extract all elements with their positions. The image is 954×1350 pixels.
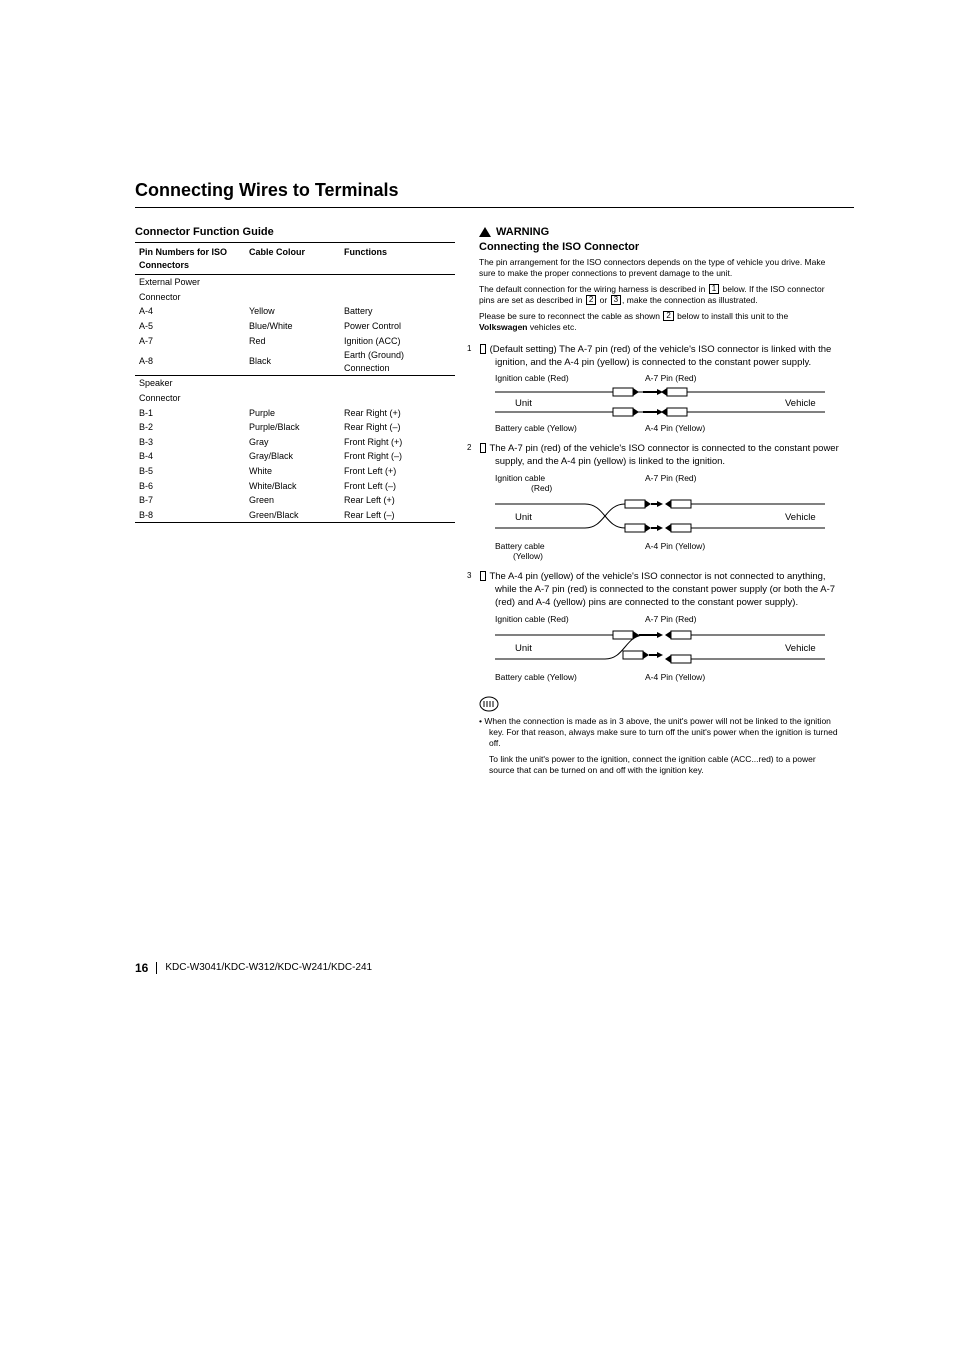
footer-separator-icon bbox=[156, 962, 157, 974]
table-row: B-8Green/BlackRear Left (–) bbox=[135, 508, 455, 523]
table-row: B-1PurpleRear Right (+) bbox=[135, 406, 455, 421]
two-column-layout: Connector Function Guide Pin Numbers for… bbox=[135, 226, 854, 781]
boxnum-2-icon: 2 bbox=[663, 311, 673, 321]
boxnum-3-icon: 3 bbox=[480, 571, 486, 581]
svg-vehicle-label: Vehicle bbox=[785, 398, 816, 409]
group1-t1: External Power bbox=[135, 275, 245, 290]
page-number: 16 bbox=[135, 961, 148, 975]
label-yellow: (Yellow) bbox=[495, 551, 543, 561]
warning-heading: Connecting the ISO Connector bbox=[479, 241, 839, 253]
footer-models: KDC-W3041/KDC-W312/KDC-W241/KDC-241 bbox=[165, 962, 372, 973]
wiring-svg-cross-icon: Unit Vehicle bbox=[495, 494, 825, 538]
wiring-svg-merge-icon: Unit Vehicle bbox=[495, 625, 825, 669]
label-ignition-red: Ignition cable (Red) bbox=[495, 614, 645, 624]
svg-unit-label: Unit bbox=[515, 398, 532, 409]
label-red: (Red) bbox=[495, 483, 552, 493]
group-title-row: External Power bbox=[135, 275, 455, 290]
label-battery: Battery cable (Yellow) bbox=[495, 423, 645, 433]
wiring-svg-straight-icon: Unit Vehicle bbox=[495, 384, 825, 420]
table-row: B-7GreenRear Left (+) bbox=[135, 493, 455, 508]
svg-unit-label: Unit bbox=[515, 512, 532, 523]
table-row: B-2Purple/BlackRear Right (–) bbox=[135, 420, 455, 435]
label-battery-short: Battery cable bbox=[495, 541, 545, 551]
table-row: A-7RedIgnition (ACC) bbox=[135, 334, 455, 349]
item-2-text: 2 The A-7 pin (red) of the vehicle's ISO… bbox=[479, 443, 839, 469]
table-row: B-3GrayFront Right (+) bbox=[135, 435, 455, 450]
right-column: WARNING Connecting the ISO Connector The… bbox=[479, 226, 839, 781]
note-2: To link the unit's power to the ignition… bbox=[479, 754, 839, 777]
label-a4: A-4 Pin (Yellow) bbox=[645, 541, 705, 561]
warning-p3: Please be sure to reconnect the cable as… bbox=[479, 311, 839, 334]
group2-t1: Speaker bbox=[135, 376, 245, 391]
group1-t2: Connector bbox=[135, 290, 245, 305]
label-a4: A-4 Pin (Yellow) bbox=[645, 423, 705, 433]
warning-p2: The default connection for the wiring ha… bbox=[479, 284, 839, 307]
table-header-row: Pin Numbers for ISO Connectors Cable Col… bbox=[135, 243, 455, 275]
th-pin: Pin Numbers for ISO Connectors bbox=[135, 243, 245, 275]
table-row: B-6White/BlackFront Left (–) bbox=[135, 479, 455, 494]
warning-p1: The pin arrangement for the ISO connecto… bbox=[479, 257, 839, 280]
warning-line: WARNING bbox=[479, 226, 839, 238]
table-row: B-4Gray/BlackFront Right (–) bbox=[135, 449, 455, 464]
warning-triangle-icon bbox=[479, 227, 491, 237]
th-func: Functions bbox=[340, 243, 455, 275]
boxnum-2-icon: 2 bbox=[480, 443, 486, 453]
notes: • When the connection is made as in 3 ab… bbox=[479, 716, 839, 777]
page-title: Connecting Wires to Terminals bbox=[135, 180, 854, 208]
boxnum-1-icon: 1 bbox=[480, 344, 486, 354]
label-a4: A-4 Pin (Yellow) bbox=[645, 672, 705, 682]
group2-t2: Connector bbox=[135, 391, 245, 406]
connector-table: Pin Numbers for ISO Connectors Cable Col… bbox=[135, 242, 455, 523]
label-ignition-red: Ignition cable (Red) bbox=[495, 373, 645, 383]
page-footer: 16 KDC-W3041/KDC-W312/KDC-W241/KDC-241 bbox=[135, 961, 854, 975]
svg-unit-label: Unit bbox=[515, 643, 532, 654]
item-3-text: 3 The A-4 pin (yellow) of the vehicle's … bbox=[479, 571, 839, 609]
group-title-row: Speaker bbox=[135, 376, 455, 391]
diagram-2: Ignition cable(Red) A-7 Pin (Red) bbox=[495, 473, 839, 561]
boxnum-1-icon: 1 bbox=[709, 284, 719, 294]
item-1-text: 1 (Default setting) The A-7 pin (red) of… bbox=[479, 344, 839, 370]
svg-vehicle-label: Vehicle bbox=[785, 512, 816, 523]
diagram-1: Ignition cable (Red)A-7 Pin (Red) Unit V… bbox=[495, 373, 839, 433]
th-colour: Cable Colour bbox=[245, 243, 340, 275]
left-column: Connector Function Guide Pin Numbers for… bbox=[135, 226, 455, 781]
note-1: • When the connection is made as in 3 ab… bbox=[479, 716, 839, 750]
label-a7: A-7 Pin (Red) bbox=[645, 473, 697, 493]
connector-guide-heading: Connector Function Guide bbox=[135, 226, 455, 238]
item-3-block: 3 The A-4 pin (yellow) of the vehicle's … bbox=[479, 571, 839, 681]
boxnum-3-icon: 3 bbox=[611, 295, 621, 305]
label-a7: A-7 Pin (Red) bbox=[645, 373, 697, 383]
table-row: A-5Blue/WhitePower Control bbox=[135, 319, 455, 334]
table-row: A-8BlackEarth (Ground) Connection bbox=[135, 348, 455, 376]
boxnum-2-icon: 2 bbox=[586, 295, 596, 305]
svg-vehicle-label: Vehicle bbox=[785, 643, 816, 654]
table-row: A-4YellowBattery bbox=[135, 304, 455, 319]
warning-label: WARNING bbox=[496, 226, 549, 238]
group-title-row: Connector bbox=[135, 391, 455, 406]
table-row: B-5WhiteFront Left (+) bbox=[135, 464, 455, 479]
diagram-3: Ignition cable (Red)A-7 Pin (Red) bbox=[495, 614, 839, 682]
note-icon bbox=[479, 696, 839, 712]
label-a7: A-7 Pin (Red) bbox=[645, 614, 697, 624]
item-2-block: 2 The A-7 pin (red) of the vehicle's ISO… bbox=[479, 443, 839, 561]
label-ignition: Ignition cable bbox=[495, 473, 545, 483]
item-1-block: 1 (Default setting) The A-7 pin (red) of… bbox=[479, 344, 839, 434]
group-title-row: Connector bbox=[135, 290, 455, 305]
label-battery: Battery cable (Yellow) bbox=[495, 672, 645, 682]
